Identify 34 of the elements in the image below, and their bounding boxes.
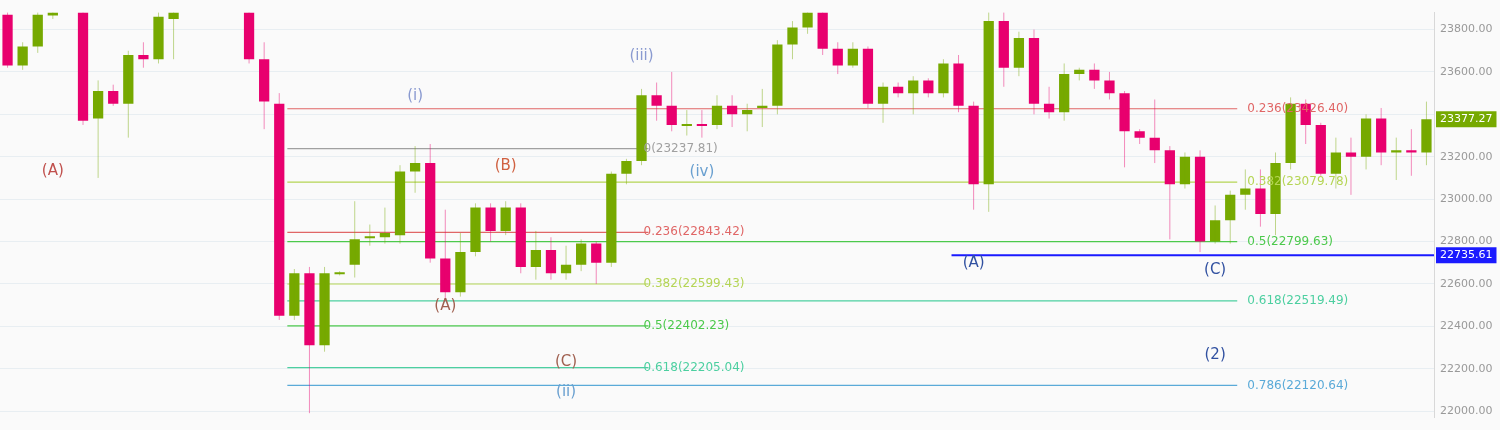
annotation: (iv) [689, 161, 715, 180]
annotation: (C) [554, 351, 578, 370]
y-tick-label: 23600.00 [1440, 64, 1493, 78]
candlestick [1134, 128, 1145, 145]
candlestick [1074, 67, 1085, 81]
y-tick-label: 22000.00 [1440, 403, 1493, 417]
ref-line-label: 0.5(22799.63) [1247, 233, 1334, 248]
annotation: (iii) [629, 45, 654, 64]
y-tick-label: 22800.00 [1440, 234, 1493, 248]
y-tick-label: 22400.00 [1440, 319, 1493, 333]
annotation: (B) [494, 155, 517, 174]
ref-line-label: 0.618(22519.49) [1247, 293, 1349, 308]
y-tick-label: 23200.00 [1440, 149, 1493, 163]
ref-line-label: 0.5(22402.23) [643, 317, 730, 332]
annotation: (i) [407, 85, 424, 104]
annotation: (A) [41, 160, 64, 179]
annotation: (2) [1204, 344, 1226, 363]
ref-line-label: 0.236(22843.42) [643, 224, 745, 239]
y-tick-label: 22200.00 [1440, 361, 1493, 375]
ref-line-label: 0.382(22599.43) [643, 276, 745, 291]
annotation: (A) [434, 296, 457, 315]
annotation: (C) [1204, 260, 1227, 279]
y-tick-label: 23000.00 [1440, 191, 1493, 205]
annotation: (ii) [556, 382, 577, 401]
text: 23377.27 [1440, 112, 1493, 126]
ref-line-label: 0.786(22120.64) [1247, 377, 1349, 392]
candlestick [334, 270, 345, 276]
ref-line-label: 22735.61 [1440, 248, 1493, 261]
candlestick [47, 12, 58, 20]
annotation: (A) [962, 253, 985, 272]
y-tick-label: 23800.00 [1440, 22, 1493, 36]
y-tick-label: 22600.00 [1440, 276, 1493, 290]
ref-line-label: 0.618(22205.04) [643, 359, 745, 374]
candlestick [893, 82, 904, 98]
